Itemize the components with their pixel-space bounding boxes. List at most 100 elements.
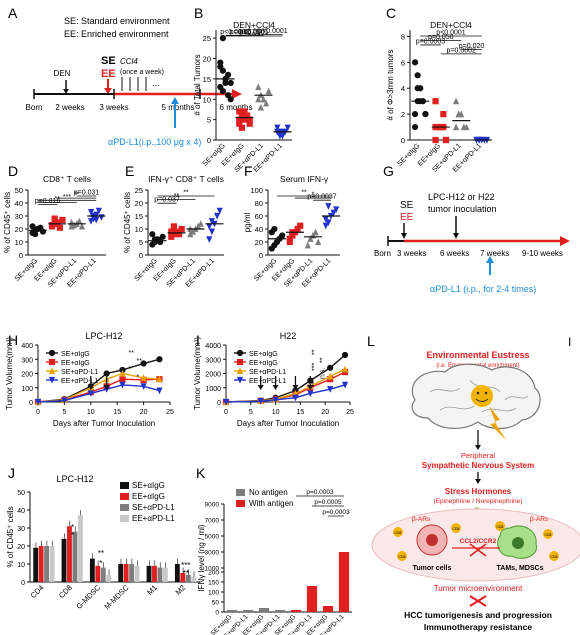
bar (123, 564, 129, 582)
y-tick-label: 1000 (205, 566, 220, 573)
data-point (119, 369, 126, 377)
data-point (414, 72, 421, 79)
significance-label: ** (319, 357, 326, 363)
y-tick-label: 2000 (205, 372, 221, 379)
p-value-label: ** (183, 190, 189, 197)
data-point (341, 365, 349, 373)
panel-l: L I Environmental Eustress (i.e. Environ… (367, 333, 580, 632)
sns-line2: Sympathetic Nervous System (422, 461, 535, 470)
data-point (411, 59, 419, 66)
bar (100, 567, 106, 582)
y-tick-label: 60 (255, 212, 263, 221)
sns-line1: Peripheral (461, 451, 496, 460)
data-point (156, 387, 163, 395)
panel-g: G SE EE LPC-H12 or H22 tumor inoculation… (374, 163, 570, 294)
bar (152, 565, 157, 582)
data-point (48, 222, 56, 229)
chart-title: H22 (280, 331, 297, 341)
data-point (246, 120, 253, 127)
x-tick-label: 20 (140, 409, 148, 416)
y-tick-label: 400 (21, 343, 33, 350)
data-point (54, 219, 61, 226)
panel-letter: D (8, 163, 18, 179)
y-tick-label: 0 (19, 251, 23, 260)
data-point (236, 108, 243, 115)
data-point (294, 225, 301, 233)
data-point (289, 232, 296, 239)
label-ccl4-note: (once a week) (120, 69, 164, 76)
x-tick-label: 25 (346, 409, 354, 416)
legend-label: SE+αIgG (249, 351, 278, 358)
significance-label: *** (181, 561, 190, 570)
apd-arrowhead-icon (171, 97, 179, 104)
data-point (333, 206, 340, 214)
x-tick-label: M2 (174, 583, 188, 597)
svg-text:CD8: CD8 (398, 555, 405, 559)
y-tick-label: 20 (203, 55, 211, 64)
data-point (208, 228, 215, 236)
significance-label: ** (98, 549, 104, 558)
panel-letter: E (125, 163, 134, 179)
block-x-icon (469, 595, 487, 607)
y-tick-label: 0 (217, 400, 221, 407)
legend-label: EE+αIgG (61, 360, 90, 367)
bar (33, 547, 39, 582)
injection-arrowhead (87, 385, 94, 390)
data-point (411, 123, 419, 131)
p-value-label: * (312, 192, 315, 199)
p-value-label: p=0.031 (74, 190, 100, 197)
y-tick-label: 3000 (205, 357, 221, 364)
y-tick-label: 30 (15, 212, 23, 221)
p-value-label: ** (55, 196, 61, 203)
injection-arrowhead (292, 385, 299, 390)
data-point (327, 372, 334, 380)
bar (134, 565, 140, 582)
y-tick-label: 80 (255, 199, 263, 208)
panel-letter: K (196, 465, 206, 481)
p-value-label: ** (74, 192, 80, 199)
y-tick-label: 0 (21, 580, 25, 587)
y-tick-label: 10 (17, 562, 25, 569)
data-point (330, 209, 337, 217)
data-point (455, 110, 462, 118)
label-den: DEN (54, 69, 71, 78)
bar (338, 552, 350, 612)
panel-e: E IFN-γ⁺ CD8⁺ T cells % of CD45⁺ cells 0 5 10… (123, 163, 224, 289)
legend-label: EE+αPD-L1 (132, 514, 175, 523)
significance-label: n.s. (319, 368, 326, 379)
legend-marker (48, 367, 56, 375)
data-point (236, 120, 243, 127)
bar (322, 606, 334, 612)
p-value-label: p=0.0676 (230, 29, 259, 36)
bar (61, 538, 67, 582)
p-value-label: p<0.0001 (239, 30, 268, 37)
data-point (238, 112, 245, 119)
data-point (61, 397, 68, 405)
data-point (51, 215, 58, 222)
tick-3weeks: 3 weeks (99, 103, 128, 112)
tick-6months: 6 months (220, 103, 253, 112)
outcome-line1: HCC tumorigenesis and progression (404, 610, 552, 620)
y-tick-label: 0 (139, 251, 143, 260)
data-point (140, 360, 147, 367)
panel-d: D CD8⁺ T cells % of CD45⁺ cells 0 10 20 30 40 50… (3, 163, 106, 289)
bar (129, 564, 135, 582)
bar (180, 573, 186, 582)
data-point (257, 398, 264, 405)
data-point (274, 124, 281, 132)
panel-letter: H (8, 332, 18, 348)
y-axis-label: Tumor Volume(mm³) (193, 337, 202, 410)
data-point (222, 398, 230, 406)
legend-marker (236, 349, 244, 357)
x-tick-label: G-MDSC (74, 583, 102, 611)
x-tick-label: 25 (166, 409, 174, 416)
data-point (315, 238, 322, 246)
data-point (422, 111, 429, 118)
significance-label: ** (183, 569, 189, 578)
bar (72, 531, 78, 582)
panel-letter: L (367, 333, 375, 349)
y-tick-label: 100 (21, 386, 33, 393)
bar (95, 565, 101, 582)
bar (38, 546, 44, 582)
